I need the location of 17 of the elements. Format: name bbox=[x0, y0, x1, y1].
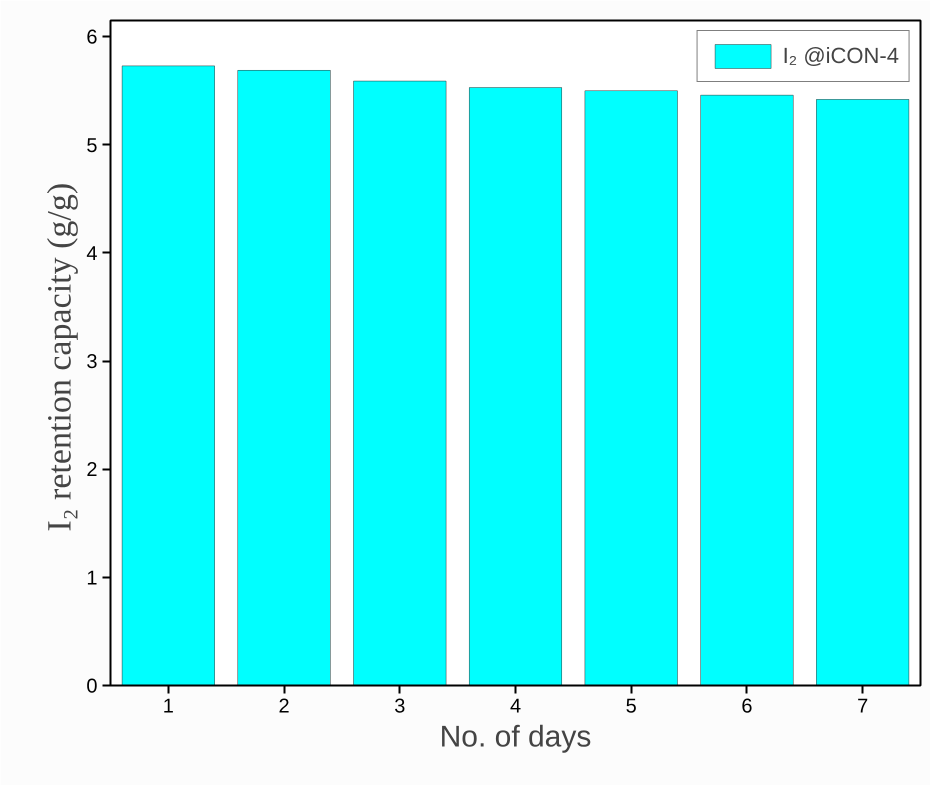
x-axis-title: No. of days bbox=[440, 720, 592, 754]
y-tick-label: 3 bbox=[86, 351, 98, 374]
x-tick-label: 3 bbox=[394, 696, 406, 718]
x-tick-label: 4 bbox=[510, 696, 522, 718]
y-tick-label: 2 bbox=[86, 459, 98, 482]
y-tick-label: 6 bbox=[86, 26, 98, 49]
y-tick-label: 5 bbox=[86, 134, 98, 157]
y-tick-label: 1 bbox=[86, 567, 98, 590]
x-tick-label: 7 bbox=[857, 696, 868, 718]
y-tick-label: 4 bbox=[86, 242, 98, 265]
x-tick-label: 5 bbox=[626, 696, 637, 718]
y-tick-label: 0 bbox=[86, 676, 98, 698]
y-axis-title: I₂ retention capacity (g/g) bbox=[41, 182, 78, 532]
x-tick-label: 2 bbox=[278, 696, 290, 718]
x-tick-label: 6 bbox=[741, 696, 752, 718]
x-tick-label: 1 bbox=[162, 696, 174, 718]
legend-label: I₂ @iCON-4 bbox=[782, 43, 899, 69]
